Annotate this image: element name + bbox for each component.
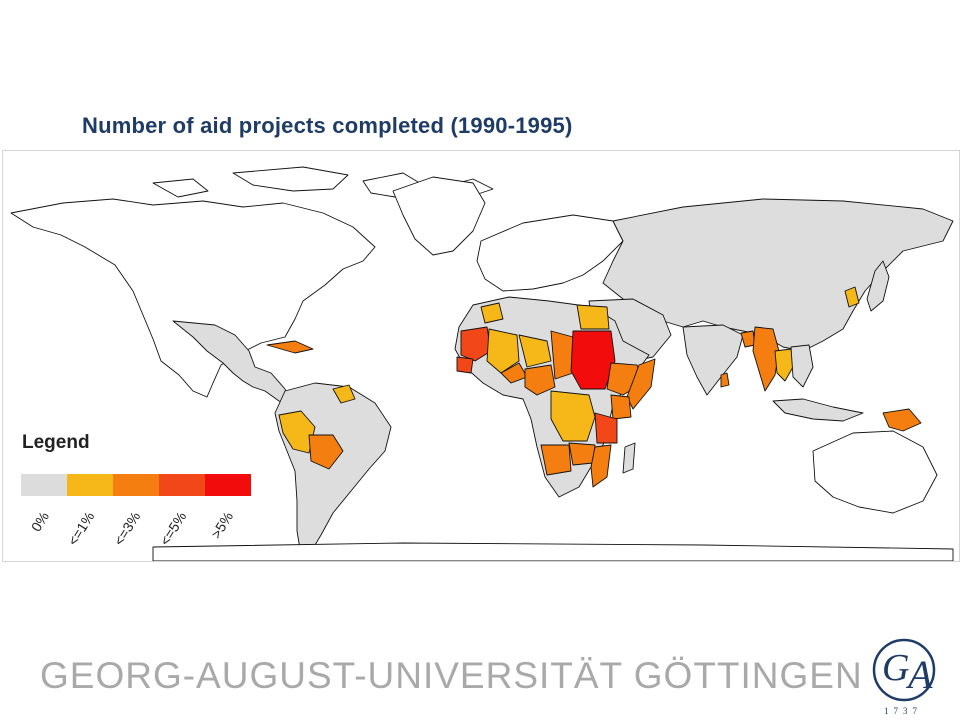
- legend-swatch-2: [113, 474, 159, 496]
- sri-lanka: [720, 372, 730, 388]
- legend-swatch-1: [67, 474, 113, 496]
- peru: [278, 410, 316, 454]
- legend-swatch-3: [159, 474, 205, 496]
- university-seal-logo: G A 1737: [872, 638, 936, 716]
- guyana: [332, 384, 356, 404]
- north-america: [10, 198, 376, 398]
- somalia: [626, 358, 656, 410]
- south-america: [274, 382, 392, 556]
- egypt: [576, 304, 610, 330]
- svg-text:1737: 1737: [884, 706, 922, 716]
- madagascar: [622, 442, 636, 474]
- university-name: GEORG-AUGUST-UNIVERSITÄT GÖTTINGEN: [40, 655, 863, 696]
- slide-title: Number of aid projects completed (1990-1…: [82, 113, 573, 138]
- angola: [540, 444, 572, 476]
- europe: [476, 214, 624, 292]
- sudan: [570, 330, 616, 390]
- indonesia: [772, 398, 864, 422]
- svg-text:G: G: [882, 647, 909, 689]
- cuba: [266, 340, 314, 354]
- mauritania: [460, 326, 492, 362]
- korea: [844, 286, 860, 308]
- niger: [518, 334, 552, 368]
- india: [682, 324, 744, 396]
- zambia: [568, 442, 596, 466]
- world-map-svg: [10, 166, 954, 561]
- papua-new-guinea: [882, 408, 922, 432]
- southeast-asia: [790, 344, 814, 388]
- chad: [550, 330, 574, 380]
- morocco: [480, 302, 504, 324]
- legend-swatch-0: [21, 474, 67, 496]
- bangladesh: [740, 330, 756, 348]
- mozambique: [590, 444, 612, 488]
- legend-swatch-4: [205, 474, 251, 496]
- japan: [866, 260, 890, 312]
- nigeria: [524, 364, 556, 396]
- svg-text:A: A: [905, 652, 933, 697]
- mali: [486, 328, 520, 374]
- myanmar: [752, 326, 780, 392]
- mexico-central-america: [172, 320, 294, 408]
- south-shelf: [152, 542, 954, 561]
- world-map: [2, 150, 960, 562]
- legend-title: Legend: [22, 432, 90, 453]
- thailand: [774, 348, 794, 382]
- legend-swatches: [21, 474, 251, 496]
- dr-congo: [550, 390, 596, 442]
- australia: [812, 430, 938, 514]
- greenland: [392, 176, 486, 256]
- kenya: [610, 394, 632, 420]
- senegal: [456, 356, 474, 374]
- tanzania: [594, 412, 618, 444]
- bolivia: [308, 434, 344, 470]
